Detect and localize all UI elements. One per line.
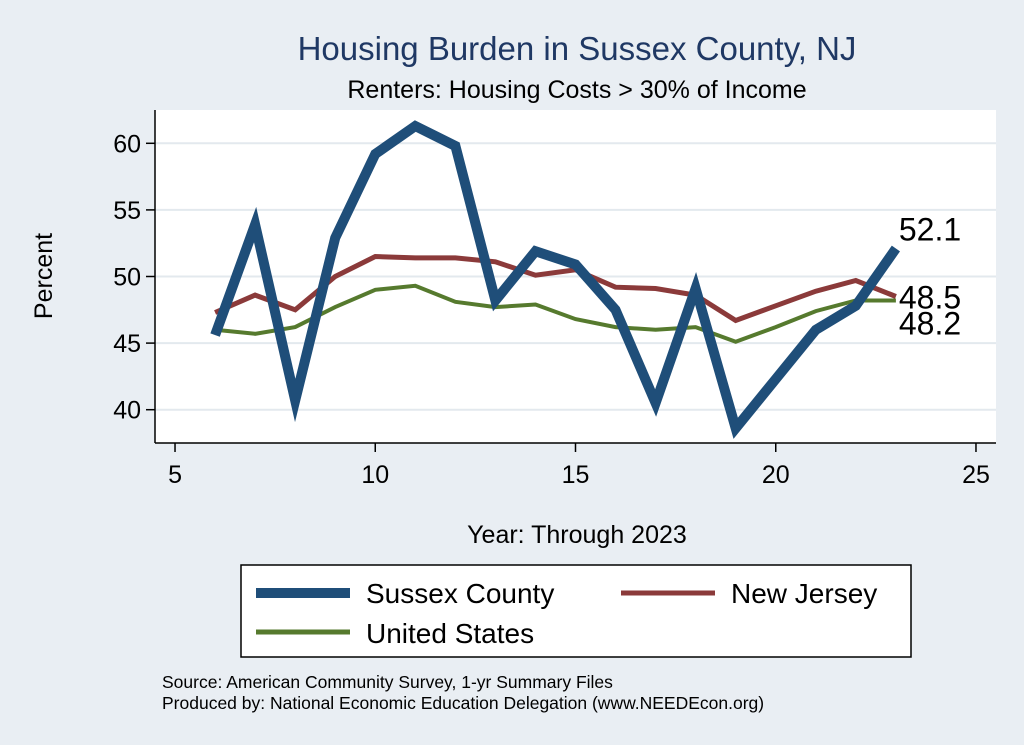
x-tick-label-5: 5 [168,461,182,489]
y-tick-label-50: 50 [113,264,141,292]
y-tick-label-60: 60 [113,130,141,158]
y-tick-label-45: 45 [113,330,141,358]
series-line-united-states [214,283,896,344]
legend-label-united-states: United States [366,618,534,649]
series-lines [210,120,900,439]
chart-title: Housing Burden in Sussex County, NJ [298,30,857,67]
legend-label-new-jersey: New Jersey [731,578,877,609]
legend-entry-sussex-county: Sussex County [256,578,554,609]
y-tick-label-55: 55 [113,197,141,225]
y-axis-ticks: 40 45 50 55 60 [113,130,155,425]
x-tick-label-15: 15 [562,461,590,489]
legend-entry-united-states: United States [256,618,534,649]
legend-label-sussex-county: Sussex County [366,578,554,609]
chart-subtitle: Renters: Housing Costs > 30% of Income [347,76,806,104]
y-axis-label: Percent [30,233,58,319]
y-tick-label-40: 40 [113,397,141,425]
end-label-new-jersey: 48.5 [899,279,961,315]
x-tick-label-10: 10 [361,461,389,489]
source-note: Source: American Community Survey, 1-yr … [162,672,613,692]
x-tick-label-25: 25 [962,461,990,489]
legend-entry-new-jersey: New Jersey [621,578,877,609]
x-axis-label: Year: Through 2023 [467,521,687,549]
end-label-sussex-county: 52.1 [899,212,961,248]
legend-box [240,564,912,658]
x-tick-label-20: 20 [762,461,790,489]
series-line-sussex-county [210,120,900,439]
producer-note: Produced by: National Economic Education… [162,693,764,713]
x-axis-ticks: 5 10 15 20 25 [168,443,990,489]
end-label-united-states: 48.2 [899,305,961,341]
end-labels: 52.1 48.548.2 [899,212,961,342]
